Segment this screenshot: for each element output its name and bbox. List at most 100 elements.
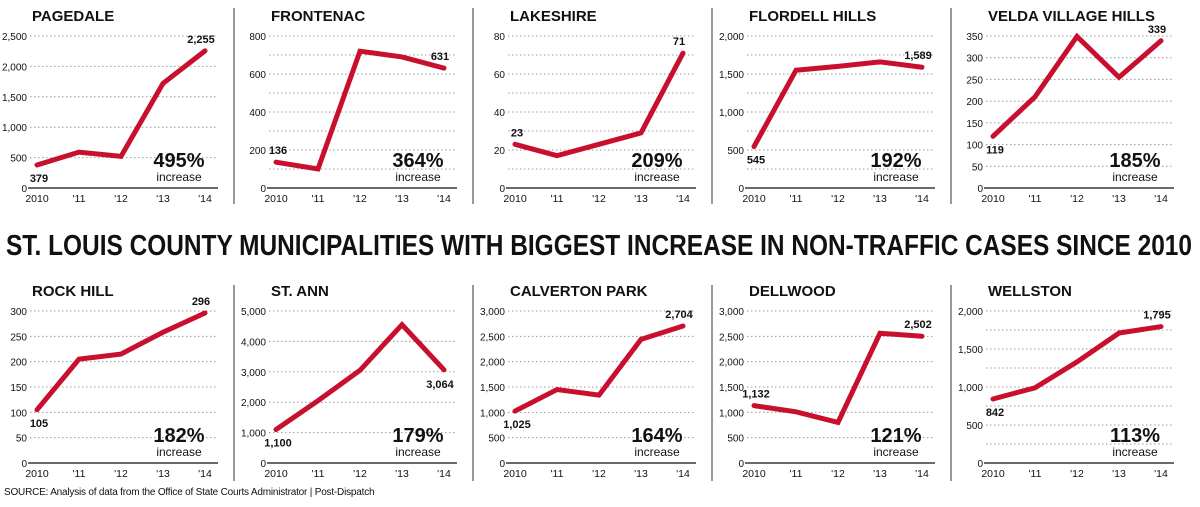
y-tick-label: 2,000 (241, 398, 266, 409)
increase-label: increase (634, 170, 680, 184)
x-tick-label: '12 (114, 193, 128, 205)
first-value-label: 545 (747, 155, 765, 167)
x-tick-label: 2010 (981, 193, 1005, 205)
x-tick-label: 2010 (503, 193, 527, 205)
last-value-label: 296 (192, 296, 210, 308)
chart-title: ROCK HILL (32, 283, 114, 300)
chart-panel: DELLWOOD 0 500 1,000 1,500 2,000 2,500 3,000 201… (717, 275, 955, 507)
y-tick-label: 400 (249, 108, 266, 119)
x-tick-label: 2010 (264, 193, 288, 205)
x-tick-label: '11 (790, 468, 803, 480)
x-tick-label: '14 (1154, 193, 1168, 205)
y-tick-label: 1,000 (2, 123, 27, 134)
chart-title: DELLWOOD (749, 283, 836, 300)
y-tick-label: 200 (249, 146, 266, 157)
y-tick-label: 3,000 (719, 307, 744, 318)
x-tick-label: '14 (915, 193, 929, 205)
x-tick-label: '14 (676, 193, 690, 205)
y-tick-label: 2,500 (480, 332, 505, 343)
x-tick-label: 2010 (25, 468, 49, 480)
first-value-label: 23 (511, 127, 523, 139)
x-tick-label: '12 (1070, 193, 1084, 205)
increase-label: increase (156, 170, 202, 184)
x-tick-label: '12 (1070, 468, 1084, 480)
x-tick-label: '11 (312, 468, 325, 480)
x-tick-label: '13 (1112, 468, 1126, 480)
first-value-label: 1,132 (742, 389, 770, 401)
first-value-label: 842 (986, 407, 1004, 419)
y-tick-label: 0 (977, 459, 983, 470)
percent-increase: 164% (631, 425, 682, 447)
chart-title: PAGEDALE (32, 8, 114, 25)
y-tick-label: 500 (727, 434, 744, 445)
y-tick-label: 80 (494, 32, 506, 43)
y-tick-label: 0 (21, 184, 27, 195)
y-tick-label: 5,000 (241, 307, 266, 318)
series-line (273, 320, 447, 433)
line-chart: FRONTENAC 0 200 400 600 800 2010 '11 '12 '13 '14 13… (249, 8, 457, 205)
x-tick-label: 2010 (742, 193, 766, 205)
x-tick-label: '14 (198, 193, 212, 205)
divider (472, 8, 474, 204)
y-tick-label: 0 (260, 184, 266, 195)
x-tick-label: 2010 (503, 468, 527, 480)
y-tick-label: 500 (966, 421, 983, 432)
y-tick-label: 2,500 (719, 332, 744, 343)
y-tick-label: 1,500 (958, 345, 983, 356)
last-value-label: 2,255 (187, 34, 215, 46)
series-line (751, 330, 925, 426)
y-tick-label: 3,000 (241, 368, 266, 379)
chart-title: FRONTENAC (271, 8, 365, 25)
x-tick-label: 2010 (264, 468, 288, 480)
chart-title: FLORDELL HILLS (749, 8, 876, 25)
y-tick-label: 1,000 (719, 108, 744, 119)
y-tick-label: 0 (738, 184, 744, 195)
x-tick-label: '13 (395, 193, 409, 205)
y-tick-label: 100 (966, 141, 983, 152)
x-tick-label: '11 (790, 193, 803, 205)
y-tick-label: 2,000 (958, 307, 983, 318)
chart-panel: ROCK HILL 0 50 100 150 200 250 300 2010 '11 '12 '13… (0, 275, 238, 507)
y-tick-label: 1,500 (2, 93, 27, 104)
x-tick-label: '13 (1112, 193, 1126, 205)
series-line (512, 323, 686, 414)
x-tick-label: '14 (915, 468, 929, 480)
first-value-label: 1,025 (503, 419, 531, 431)
x-tick-label: '12 (353, 468, 367, 480)
chart-title: VELDA VILLAGE HILLS (988, 8, 1155, 25)
x-tick-label: '12 (831, 468, 845, 480)
divider (711, 8, 713, 204)
last-value-label: 1,589 (904, 50, 932, 62)
x-tick-label: '11 (551, 193, 564, 205)
x-tick-label: '12 (592, 193, 606, 205)
y-tick-label: 20 (494, 146, 506, 157)
headline-banner: ST. LOUIS COUNTY MUNICIPALITIES WITH BIG… (6, 230, 1192, 262)
y-tick-label: 350 (966, 32, 983, 43)
last-value-label: 71 (673, 36, 685, 48)
line-chart: FLORDELL HILLS 0 500 1,000 1,500 2,000 2010 '11… (719, 8, 935, 205)
chart-panel: PAGEDALE 0 500 1,000 1,500 2,000 2,500 2010 '11 '… (0, 0, 238, 232)
series-line (512, 50, 686, 159)
y-tick-label: 50 (972, 162, 984, 173)
y-tick-label: 2,000 (480, 358, 505, 369)
y-tick-label: 500 (488, 434, 505, 445)
first-value-label: 1,100 (264, 438, 292, 450)
chart-title: CALVERTON PARK (510, 283, 648, 300)
y-tick-label: 150 (10, 383, 27, 394)
y-tick-label: 600 (249, 70, 266, 81)
increase-label: increase (634, 445, 680, 459)
y-tick-label: 1,000 (241, 429, 266, 440)
series-line (34, 48, 208, 168)
divider (950, 285, 952, 481)
percent-increase: 192% (870, 150, 921, 172)
line-chart: PAGEDALE 0 500 1,000 1,500 2,000 2,500 2010 '11 '… (2, 8, 218, 205)
x-tick-label: '11 (1029, 193, 1042, 205)
increase-label: increase (1112, 170, 1158, 184)
y-tick-label: 1,500 (719, 383, 744, 394)
line-chart: DELLWOOD 0 500 1,000 1,500 2,000 2,500 3,000 201… (719, 283, 935, 480)
line-chart: VELDA VILLAGE HILLS 0 50 100 150 200 250 300 350… (966, 8, 1174, 205)
line-chart: LAKESHIRE 0 20 40 60 80 2010 '11 '12 '13 '14 23 71 20… (494, 8, 696, 205)
x-tick-label: '13 (634, 468, 648, 480)
increase-label: increase (395, 445, 441, 459)
last-value-label: 339 (1148, 24, 1166, 36)
